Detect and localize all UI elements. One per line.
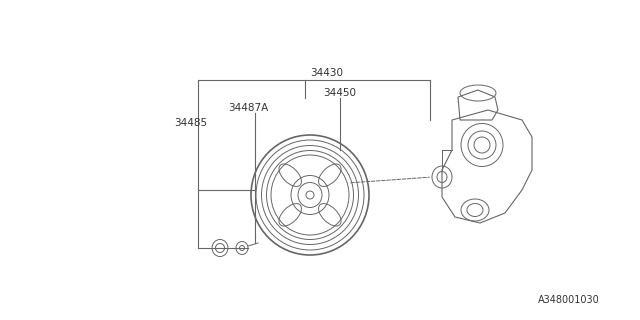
Text: 34487A: 34487A (228, 103, 268, 113)
Text: 34430: 34430 (310, 68, 343, 78)
Text: 34450: 34450 (323, 88, 356, 98)
Text: A348001030: A348001030 (538, 295, 600, 305)
Text: 34485: 34485 (174, 118, 207, 128)
